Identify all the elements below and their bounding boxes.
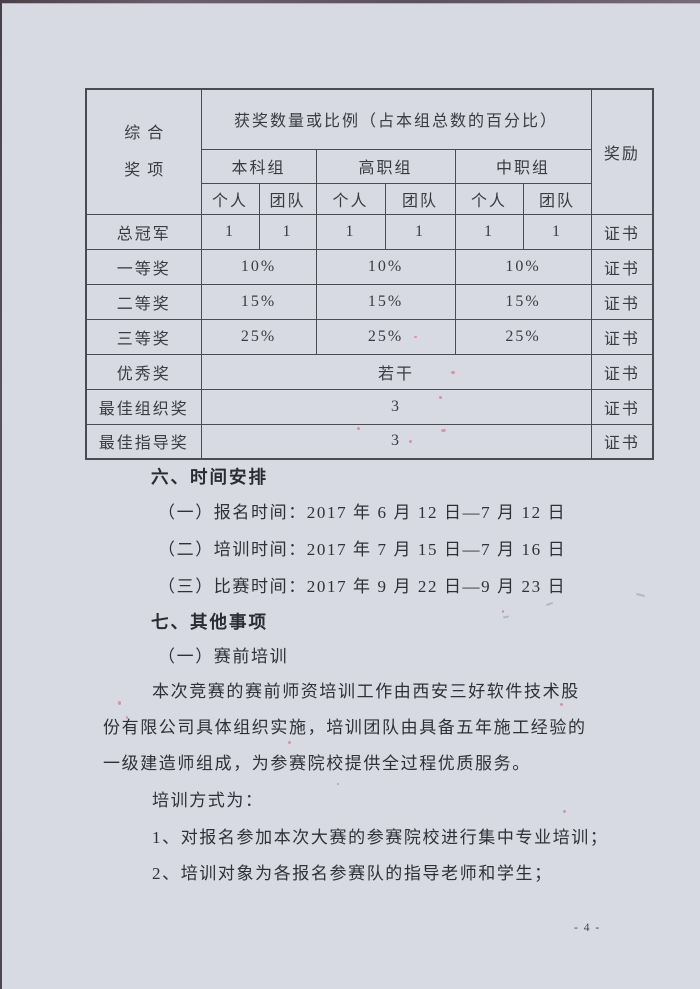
row-label: 优秀奖 [85, 353, 202, 390]
pre-competition-training-subheading: （一）赛前培训 [158, 647, 289, 666]
cell-value: 1 [315, 213, 386, 250]
pencil-smudge [502, 615, 510, 619]
ink-speck [441, 429, 446, 432]
section-6-heading: 六、时间安排 [151, 467, 268, 487]
pencil-smudge [545, 601, 554, 607]
header-cell-award: 奖励 [590, 88, 654, 215]
paragraph-line-3: 一级建造师组成，为参赛院校提供全过程优质服务。 [103, 754, 531, 773]
header-cell-group-zhongzhi: 中职组 [454, 148, 592, 184]
cell-award: 证书 [590, 353, 654, 390]
row-label: 一等奖 [85, 248, 202, 285]
table-row-best-organization: 最佳组织奖 3 证书 [85, 388, 654, 425]
section-7-heading: 七、其他事项 [151, 612, 268, 632]
header-row-groups: 本科组 高职组 中职组 [86, 148, 653, 184]
header-cell-group-gaozhi: 高职组 [315, 148, 456, 184]
header-cell-quantity: 获奖数量或比例（占本组总数的百分比） [200, 88, 592, 150]
header-cell-individual-1: 个人 [200, 182, 260, 215]
ink-speck [451, 371, 455, 374]
header-cell-team-2: 团队 [384, 182, 456, 215]
paragraph-line-2: 份有限公司具体组织实施，培训团队由具备五年施工经验的 [103, 718, 587, 737]
cell-award: 证书 [590, 388, 654, 425]
training-item-1: 1、对报名参加本次大赛的参赛院校进行集中专业培训； [152, 828, 609, 847]
table-row-second-prize: 二等奖 15% 15% 15% 证书 [85, 283, 654, 320]
ink-speck [414, 336, 417, 338]
cell-value: 10% [315, 248, 456, 285]
cell-value: 1 [522, 213, 592, 250]
page-number: - 4 - [574, 922, 601, 934]
ink-speck [439, 396, 442, 399]
ink-speck [560, 703, 563, 706]
header-row-quantity: 综合 奖项 获奖数量或比例（占本组总数的百分比） 奖励 [85, 88, 654, 215]
cell-award: 证书 [590, 283, 654, 320]
row-label: 总冠军 [85, 213, 202, 250]
competition-time-line: （三）比赛时间：2017 年 9 月 22 日—9 月 23 日 [158, 577, 567, 596]
table-row-first-prize: 一等奖 10% 10% 10% 证书 [85, 248, 654, 285]
ink-speck [409, 440, 412, 443]
category-label-line2: 奖项 [124, 161, 171, 179]
cell-value: 15% [454, 283, 592, 320]
row-label: 二等奖 [85, 283, 202, 320]
cell-value: 15% [315, 283, 456, 320]
training-item-2: 2、培训对象为各报名参赛队的指导老师和学生； [152, 864, 553, 883]
ink-speck [118, 701, 121, 705]
cell-value: 3 [200, 423, 592, 460]
ink-speck [563, 810, 566, 813]
header-cell-individual-3: 个人 [454, 182, 524, 215]
cell-award: 证书 [590, 423, 654, 460]
ink-speck [288, 741, 291, 744]
cell-value: 25% [454, 318, 592, 355]
cell-value: 15% [200, 283, 317, 320]
header-cell-group-benke: 本科组 [200, 148, 317, 184]
row-label: 三等奖 [85, 318, 202, 355]
cell-value: 1 [384, 213, 456, 250]
scan-left-edge [0, 0, 2, 989]
header-cell-individual-2: 个人 [315, 182, 386, 215]
cell-award: 证书 [590, 248, 654, 285]
row-label: 最佳指导奖 [85, 423, 202, 460]
training-method-intro: 培训方式为： [152, 791, 264, 810]
scan-top-edge-highlight [0, 3, 700, 4]
training-time-line: （二）培训时间：2017 年 7 月 15 日—7 月 16 日 [158, 540, 567, 559]
ink-speck [357, 427, 360, 430]
paragraph-line-1: 本次竞赛的赛前师资培训工作由西安三好软件技术股 [152, 682, 580, 701]
cell-value: 1 [200, 213, 260, 250]
table-row-champion: 总冠军 1 1 1 1 1 1 证书 [85, 213, 654, 250]
category-label-line1: 综合 [124, 124, 171, 142]
registration-time-line: （一）报名时间：2017 年 6 月 12 日—7 月 12 日 [158, 503, 567, 522]
cell-value: 25% [200, 318, 317, 355]
cell-value: 若干 [200, 353, 592, 390]
row-label: 最佳组织奖 [85, 388, 202, 425]
table-row-third-prize: 三等奖 25% 25% 25% 证书 [85, 318, 654, 355]
cell-award: 证书 [590, 318, 654, 355]
ink-speck [502, 610, 504, 613]
award-table: 综合 奖项 获奖数量或比例（占本组总数的百分比） 奖励 本科组 高职组 中职组 … [85, 88, 655, 460]
cell-value: 3 [200, 388, 592, 425]
header-cell-team-3: 团队 [522, 182, 592, 215]
cell-value: 25% [315, 318, 456, 355]
cell-value: 1 [258, 213, 317, 250]
ink-speck [126, 716, 128, 719]
cell-award: 证书 [590, 213, 654, 250]
cell-value: 1 [454, 213, 524, 250]
table-row-best-guidance: 最佳指导奖 3 证书 [85, 423, 654, 460]
header-row-subcols: 个人 团队 个人 团队 个人 团队 [86, 182, 653, 215]
pencil-smudge [635, 592, 646, 598]
cell-value: 10% [454, 248, 592, 285]
scan-top-edge [0, 0, 700, 3]
cell-value: 10% [200, 248, 317, 285]
ink-speck [337, 783, 339, 785]
header-cell-category: 综合 奖项 [85, 88, 202, 215]
header-cell-team-1: 团队 [258, 182, 317, 215]
table-row-excellence-prize: 优秀奖 若干 证书 [85, 353, 654, 390]
